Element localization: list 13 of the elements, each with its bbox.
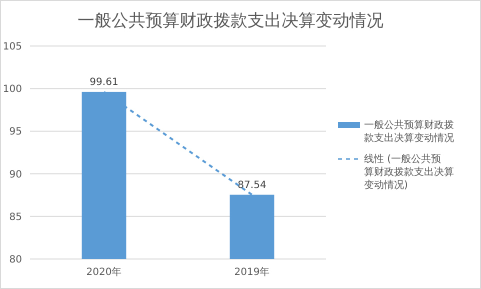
- data-label: 99.61: [90, 76, 118, 88]
- legend-label: 一般公共预算财政拨款支出决算变动情况: [364, 119, 454, 144]
- y-tick-label: 85: [9, 212, 22, 223]
- data-label: 87.54: [238, 180, 266, 191]
- chart-title: 一般公共预算财政拨款支出决算变动情况: [78, 11, 384, 31]
- y-tick-label: 80: [9, 254, 22, 266]
- legend-label: 线性 (一般公共预算财政拨款支出决算变动情况): [364, 153, 454, 191]
- y-tick-label: 95: [9, 126, 22, 138]
- x-tick-label: 2020年: [86, 266, 122, 278]
- x-tick-label: 2019年: [234, 266, 270, 278]
- y-tick-label: 90: [9, 169, 22, 180]
- y-tick-label: 100: [2, 84, 22, 96]
- y-tick-label: 105: [2, 42, 22, 52]
